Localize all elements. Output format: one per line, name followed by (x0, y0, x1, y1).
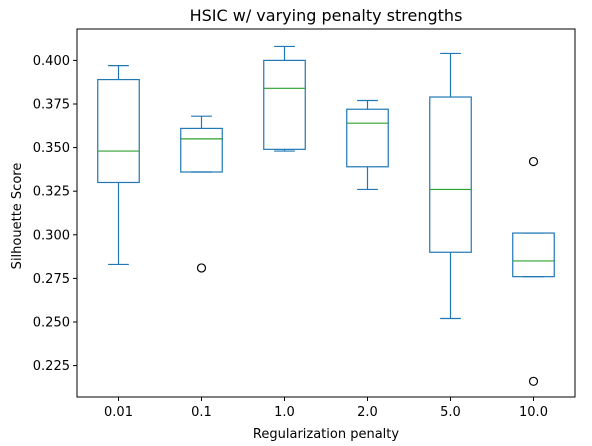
iqr-box (180, 127, 223, 173)
y-axis: 0.225 0.250 0.275 0.300 0.325 0.350 0.375 0.400 (33, 54, 77, 374)
y-tick-label: 0.300 (33, 228, 70, 243)
outlier-point (528, 156, 539, 167)
iqr-box (346, 108, 389, 168)
y-tick-label: 0.400 (33, 54, 70, 69)
plot-frame (76, 28, 576, 398)
outlier-point (196, 263, 207, 273)
box-2.0 (346, 99, 389, 191)
x-tick-label: 1.0 (274, 405, 295, 420)
boxes-group (97, 45, 555, 386)
x-tick-label: 10.0 (519, 405, 548, 420)
x-axis: 0.01 0.1 1.0 2.0 5.0 10.0 (104, 397, 548, 420)
chart-title: HSIC w/ varying penalty strengths (190, 6, 463, 25)
iqr-box (263, 59, 306, 150)
plot-area (76, 28, 576, 398)
x-tick-label: 5.0 (440, 405, 461, 420)
x-tick-label: 2.0 (357, 405, 378, 420)
y-tick-label: 0.375 (33, 97, 70, 112)
box-1.0 (263, 45, 306, 152)
box-0.01 (97, 65, 140, 266)
x-tick-label: 0.01 (104, 405, 133, 420)
box-5.0 (429, 52, 472, 320)
y-tick-label: 0.325 (33, 185, 70, 200)
y-tick-label: 0.225 (33, 359, 70, 374)
iqr-box (97, 78, 140, 184)
iqr-box (512, 232, 555, 278)
x-axis-label: Regularization penalty (253, 427, 399, 442)
x-tick-label: 0.1 (191, 405, 212, 420)
box-0.1 (180, 115, 223, 273)
y-axis-label: Silhouette Score (10, 163, 25, 270)
y-tick-label: 0.250 (33, 316, 70, 331)
box-10.0 (512, 156, 555, 386)
y-tick-label: 0.350 (33, 141, 70, 156)
outlier-point (528, 376, 539, 386)
y-tick-label: 0.275 (33, 272, 70, 287)
iqr-box (429, 96, 472, 253)
